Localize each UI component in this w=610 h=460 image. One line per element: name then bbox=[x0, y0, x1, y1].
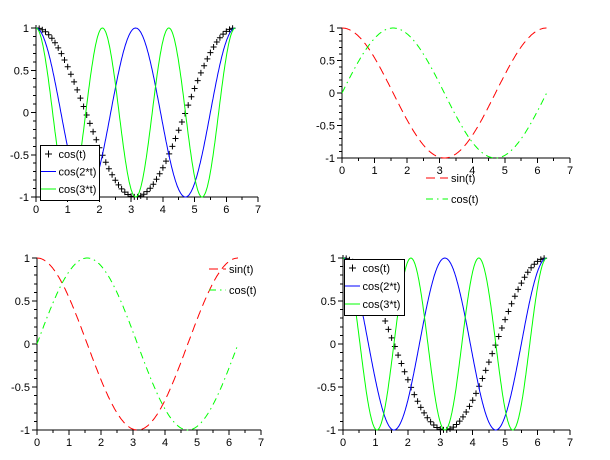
x-tick-label: 3 bbox=[437, 165, 443, 177]
x-tick-label: 2 bbox=[404, 165, 410, 177]
x-tick-label: 1 bbox=[372, 165, 378, 177]
x-tick-label: 7 bbox=[255, 204, 261, 216]
x-tick-label: 4 bbox=[469, 165, 475, 177]
y-tick-label: 0 bbox=[329, 88, 335, 100]
axes-lines bbox=[36, 258, 261, 431]
x-tick-label: 7 bbox=[567, 165, 573, 177]
legend-label: cos(3*t) bbox=[59, 184, 97, 196]
subplot-top-left: 0 1 2 3 4 5 6 7 -1 -0.5 0 0.5 1 cos(t) cos(2*t) cos(3*t… bbox=[10, 23, 261, 216]
x-tick-label: 1 bbox=[66, 437, 72, 449]
x-tick-label: 3 bbox=[437, 437, 443, 449]
x-tick-label: 6 bbox=[223, 204, 229, 216]
x-tick-label: 0 bbox=[340, 437, 346, 449]
x-tick-label: 4 bbox=[162, 437, 168, 449]
series-line-cos(3*t) bbox=[342, 257, 547, 431]
legend-label: cos(t) bbox=[451, 194, 479, 206]
subplot-bottom-right: 0 1 2 3 4 5 6 7 -1 -0.5 0 0.5 1 cos(t) cos(2*t) cos(3*t… bbox=[317, 253, 573, 449]
x-tick-label: 3 bbox=[128, 204, 134, 216]
x-tick-label: 7 bbox=[567, 437, 573, 449]
x-tick-label: 5 bbox=[502, 165, 508, 177]
y-tick-label: 0.5 bbox=[14, 65, 29, 77]
x-tick-label: 6 bbox=[534, 165, 540, 177]
x-tick-label: 7 bbox=[258, 437, 264, 449]
y-tick-label: 0.5 bbox=[320, 56, 335, 68]
y-tick-label: 1 bbox=[24, 253, 30, 265]
x-tick-label: 5 bbox=[192, 204, 198, 216]
x-tick-label: 4 bbox=[160, 204, 166, 216]
axes-lines bbox=[341, 28, 570, 159]
y-tick-label: -0.5 bbox=[316, 121, 335, 133]
subplot-top-right: 0 1 2 3 4 5 6 7 -1 -0.5 0 0.5 1 sin(t) cos(t) bbox=[316, 23, 573, 206]
y-tick-label: 1 bbox=[330, 253, 336, 265]
y-tick-label: 0.5 bbox=[15, 296, 30, 308]
x-tick-label: 6 bbox=[535, 437, 541, 449]
y-tick-label: 0.5 bbox=[321, 296, 336, 308]
x-tick-label: 3 bbox=[130, 437, 136, 449]
legend-box bbox=[344, 259, 405, 316]
series-line-sin(t) bbox=[342, 27, 547, 159]
x-tick-label: 2 bbox=[96, 204, 102, 216]
legend-sample-plus bbox=[45, 150, 52, 158]
x-tick-label: 5 bbox=[194, 437, 200, 449]
x-tick-label: 1 bbox=[372, 437, 378, 449]
y-tick-label: -1 bbox=[326, 425, 336, 437]
x-tick-label: 2 bbox=[98, 437, 104, 449]
y-tick-label: -0.5 bbox=[317, 382, 336, 394]
y-tick-label: 0 bbox=[23, 108, 29, 120]
series-line-cos(t) bbox=[341, 27, 547, 159]
series-line-sin(t) bbox=[37, 257, 238, 431]
x-tick-label: 0 bbox=[339, 165, 345, 177]
x-tick-label: 6 bbox=[226, 437, 232, 449]
legend-label: sin(t) bbox=[451, 173, 475, 185]
x-tick-label: 5 bbox=[502, 437, 508, 449]
series-line-cos(2*t) bbox=[342, 257, 547, 431]
y-tick-label: -1 bbox=[19, 192, 29, 204]
legend-label: cos(t) bbox=[59, 149, 87, 161]
y-tick-label: 1 bbox=[329, 23, 335, 35]
legend-label: cos(t) bbox=[229, 285, 257, 297]
x-tick-label: 4 bbox=[470, 437, 476, 449]
legend-label: cos(3*t) bbox=[363, 299, 401, 311]
y-tick-label: 1 bbox=[23, 23, 29, 35]
legend-label: cos(2*t) bbox=[363, 281, 401, 293]
subplot-bottom-left: 0 1 2 3 4 5 6 7 -1 -0.5 0 0.5 1 sin(t) cos(t) bbox=[11, 253, 264, 449]
x-tick-label: 0 bbox=[33, 204, 39, 216]
series-line-cos(t) bbox=[36, 257, 239, 431]
y-tick-label: 0 bbox=[330, 339, 336, 351]
y-tick-label: -0.5 bbox=[10, 150, 29, 162]
x-tick-label: 0 bbox=[34, 437, 40, 449]
legend-label: sin(t) bbox=[229, 264, 253, 276]
legend-label: cos(2*t) bbox=[59, 167, 97, 179]
legend-label: cos(t) bbox=[363, 263, 391, 275]
y-tick-label: 0 bbox=[24, 339, 30, 351]
y-tick-label: -1 bbox=[325, 153, 335, 165]
y-tick-label: -0.5 bbox=[11, 382, 30, 394]
legend-box bbox=[40, 145, 100, 201]
y-tick-label: -1 bbox=[20, 425, 30, 437]
x-tick-label: 1 bbox=[65, 204, 71, 216]
legend-sample-plus bbox=[349, 264, 356, 272]
x-tick-label: 2 bbox=[405, 437, 411, 449]
